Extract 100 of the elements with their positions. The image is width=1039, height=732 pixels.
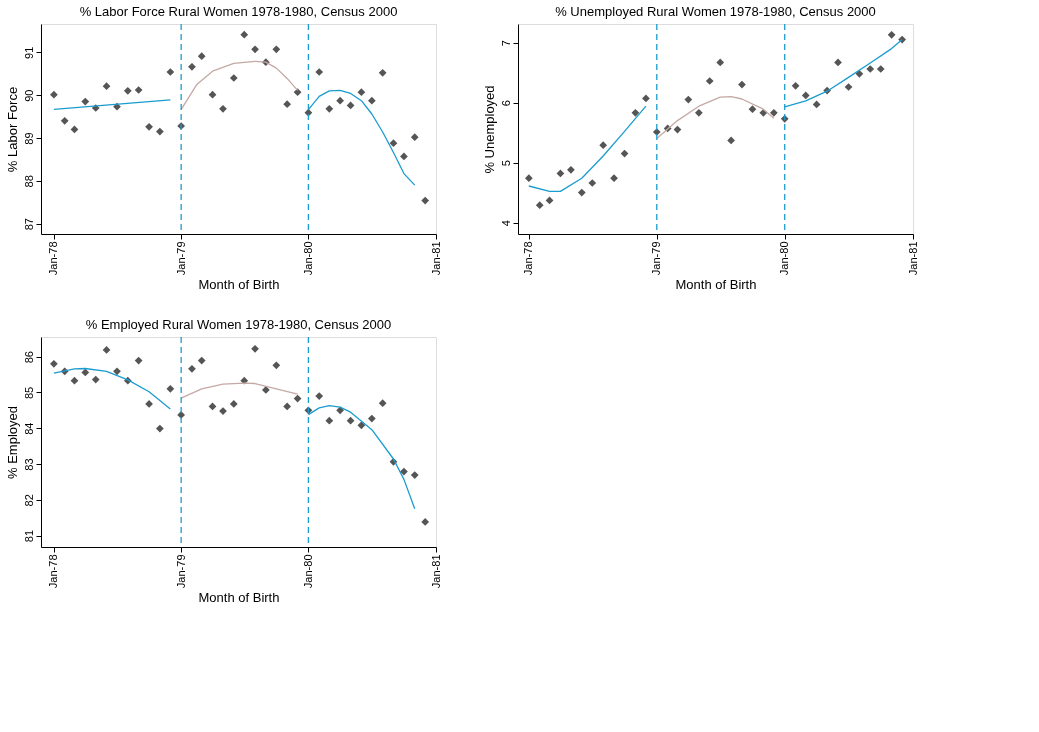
point xyxy=(524,174,533,183)
chart-title: % Employed Rural Women 1978-1980, Census 2000 xyxy=(85,317,392,333)
point xyxy=(421,518,430,526)
point xyxy=(50,90,58,99)
point xyxy=(156,424,164,433)
point xyxy=(410,471,419,479)
x-tick-label: Jan-78 xyxy=(522,241,535,276)
point xyxy=(293,88,302,97)
point xyxy=(588,179,597,187)
point xyxy=(60,116,69,125)
point xyxy=(208,90,217,99)
x-axis-title: Month of Birth xyxy=(198,277,280,293)
y-tick-label: 90 xyxy=(22,89,35,102)
point xyxy=(346,416,355,425)
point xyxy=(166,385,175,393)
point xyxy=(577,188,586,197)
chart-title: % Unemployed Rural Women 1978-1980, Census 2000 xyxy=(555,4,876,20)
point xyxy=(620,149,629,158)
y-tick-label: 7 xyxy=(499,40,512,47)
point xyxy=(229,400,238,408)
point xyxy=(705,77,714,85)
y-tick-label: 4 xyxy=(499,220,512,227)
y-tick-label: 85 xyxy=(22,386,35,400)
y-tick-label: 84 xyxy=(22,422,35,435)
point xyxy=(367,96,376,105)
point xyxy=(197,356,206,365)
x-tick-label: Jan-80 xyxy=(301,241,314,276)
point xyxy=(50,359,58,368)
point xyxy=(400,152,408,161)
point xyxy=(166,68,175,76)
point xyxy=(410,133,419,142)
point xyxy=(346,101,355,110)
point xyxy=(801,91,810,100)
point xyxy=(421,196,430,205)
point xyxy=(769,108,778,117)
x-tick-label: Jan-81 xyxy=(429,554,442,589)
point xyxy=(844,83,853,91)
y-axis-title: % Unemployed xyxy=(481,85,497,174)
point xyxy=(240,30,249,39)
point xyxy=(156,127,164,136)
point xyxy=(70,376,79,385)
y-tick-label: 87 xyxy=(22,218,35,231)
point xyxy=(325,104,334,113)
point xyxy=(610,174,618,183)
point xyxy=(188,364,196,373)
x-tick-label: Jan-80 xyxy=(301,554,314,589)
y-tick-label: 6 xyxy=(499,100,512,107)
y-tick-label: 89 xyxy=(22,132,35,145)
y-tick-label: 91 xyxy=(22,46,35,59)
x-tick-label: Jan-79 xyxy=(174,241,187,276)
point xyxy=(177,411,186,419)
point xyxy=(378,68,387,77)
point xyxy=(261,386,270,394)
point xyxy=(759,108,768,117)
point xyxy=(855,69,864,78)
y-tick-label: 82 xyxy=(22,494,35,507)
point xyxy=(91,375,100,384)
point xyxy=(876,65,885,73)
point xyxy=(208,402,217,411)
point xyxy=(134,356,143,365)
chart-title: % Labor Force Rural Women 1978-1980, Census 2000 xyxy=(79,4,398,20)
x-tick-label: Jan-79 xyxy=(650,241,663,276)
x-tick-label: Jan-81 xyxy=(429,241,442,276)
point xyxy=(197,52,206,61)
x-tick-label: Jan-78 xyxy=(47,554,60,589)
x-axis-title: Month of Birth xyxy=(198,590,280,606)
point xyxy=(556,169,565,178)
point xyxy=(315,68,324,76)
y-tick-label: 88 xyxy=(22,175,35,188)
y-tick-label: 5 xyxy=(499,160,512,167)
point xyxy=(887,30,896,39)
x-axis-title: Month of Birth xyxy=(675,277,757,293)
point xyxy=(113,367,121,376)
point xyxy=(251,45,259,54)
point xyxy=(145,122,153,131)
point xyxy=(81,368,90,377)
point xyxy=(325,416,334,425)
point xyxy=(134,86,143,94)
point xyxy=(229,74,238,82)
point xyxy=(367,414,376,423)
point xyxy=(791,81,800,90)
y-tick-label: 81 xyxy=(22,529,35,543)
point xyxy=(812,100,821,109)
x-tick-label: Jan-80 xyxy=(778,241,791,276)
point xyxy=(727,136,735,145)
line-series xyxy=(53,367,171,410)
point xyxy=(188,62,196,71)
y-axis-title: % Labor Force xyxy=(4,86,20,173)
point xyxy=(81,97,90,106)
point xyxy=(567,165,575,174)
point xyxy=(272,361,281,370)
x-tick-label: Jan-79 xyxy=(174,554,187,589)
point xyxy=(336,96,344,105)
x-tick-label: Jan-81 xyxy=(906,241,919,276)
point xyxy=(748,105,757,114)
y-axis-title: % Employed xyxy=(4,406,20,479)
point xyxy=(389,139,398,148)
point xyxy=(102,346,111,354)
point xyxy=(251,344,259,353)
point xyxy=(684,95,693,104)
